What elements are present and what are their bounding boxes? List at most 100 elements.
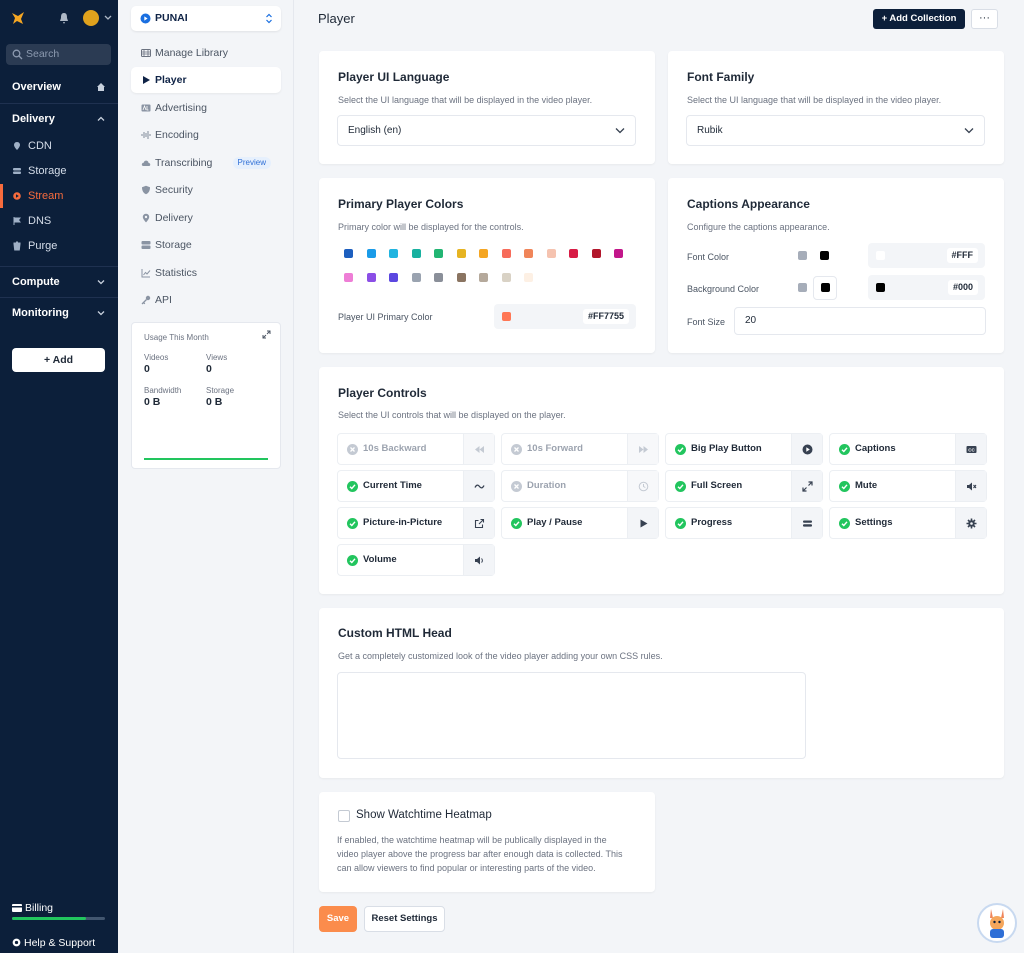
- color-swatch-r1-8[interactable]: [524, 249, 533, 258]
- control-toggle-volume[interactable]: Volume: [337, 544, 495, 576]
- color-swatch-r1-11[interactable]: [591, 249, 601, 258]
- color-swatch-r1-5[interactable]: [456, 249, 466, 258]
- color-swatch-r1-3[interactable]: [411, 249, 421, 258]
- ui-language-select[interactable]: English (en): [337, 115, 636, 146]
- more-options-button[interactable]: ···: [971, 9, 998, 29]
- font-family-value: Rubik: [697, 125, 723, 136]
- check-circle-icon: [347, 518, 358, 529]
- font-size-input[interactable]: 20: [734, 307, 986, 335]
- bell-icon[interactable]: [58, 12, 70, 25]
- control-toggle-10s-backward[interactable]: 10s Backward: [337, 433, 495, 465]
- billing-link[interactable]: Billing: [12, 902, 53, 914]
- control-toggle-big-play-button[interactable]: Big Play Button: [665, 433, 823, 465]
- side-manage-library[interactable]: Manage Library: [131, 40, 281, 66]
- color-swatch-r2-8[interactable]: [524, 273, 533, 282]
- color-swatch-r1-4[interactable]: [434, 249, 443, 258]
- chevron-up-icon: [97, 116, 105, 121]
- primary-color-input[interactable]: #FF7755: [494, 304, 636, 329]
- side-delivery[interactable]: Delivery: [131, 205, 281, 231]
- nav-compute[interactable]: Compute: [0, 266, 118, 296]
- control-toggle-10s-forward[interactable]: 10s Forward: [501, 433, 659, 465]
- color-swatch-r2-3[interactable]: [411, 273, 421, 282]
- control-toggle-picture-in-picture[interactable]: Picture-in-Picture: [337, 507, 495, 539]
- nav-cdn[interactable]: CDN: [0, 134, 118, 158]
- font-color-swatch-black[interactable]: [820, 251, 829, 260]
- color-swatch-r1-7[interactable]: [501, 249, 511, 258]
- color-swatch-r2-5[interactable]: [456, 273, 466, 282]
- control-toggle-progress[interactable]: Progress: [665, 507, 823, 539]
- side-api[interactable]: API: [131, 287, 281, 313]
- color-swatch-r1-6[interactable]: [479, 249, 488, 258]
- player-controls-card: Player Controls Select the UI controls t…: [319, 367, 1004, 594]
- font-color-input[interactable]: #FFF: [868, 243, 985, 268]
- help-support-link[interactable]: Help & Support: [12, 937, 95, 949]
- chart-icon: [141, 269, 151, 278]
- side-player[interactable]: Player: [131, 67, 281, 93]
- color-swatch-r1-9[interactable]: [546, 249, 556, 258]
- bg-color-swatch-selected[interactable]: [813, 276, 837, 300]
- search-input[interactable]: Search: [6, 44, 111, 65]
- add-button[interactable]: + Add: [12, 348, 105, 372]
- custom-html-textarea[interactable]: [337, 672, 806, 759]
- color-swatch-r1-0[interactable]: [344, 249, 353, 258]
- color-swatch-r2-4[interactable]: [434, 273, 443, 282]
- heatmap-checkbox[interactable]: [338, 810, 350, 822]
- color-swatch-r1-10[interactable]: [569, 249, 578, 258]
- support-mascot-button[interactable]: [977, 903, 1017, 943]
- bunny-logo-icon[interactable]: [10, 10, 26, 26]
- control-toggle-full-screen[interactable]: Full Screen: [665, 470, 823, 502]
- color-swatch-r1-12[interactable]: [614, 249, 623, 258]
- nav-stream[interactable]: Stream: [0, 184, 118, 208]
- control-toggle-current-time[interactable]: Current Time: [337, 470, 495, 502]
- nav-storage[interactable]: Storage: [0, 159, 118, 183]
- color-swatch-r2-1[interactable]: [366, 273, 376, 282]
- color-swatch-r1-2[interactable]: [389, 249, 398, 258]
- color-swatch-r2-7[interactable]: [501, 273, 511, 282]
- trash-icon: [13, 241, 21, 251]
- side-encoding[interactable]: Encoding: [131, 122, 281, 148]
- side-transcribing[interactable]: Transcribing Preview: [131, 150, 281, 176]
- x-circle-icon: [511, 444, 522, 455]
- nav-purge[interactable]: Purge: [0, 234, 118, 258]
- side-storage-label: Storage: [155, 239, 192, 251]
- side-statistics[interactable]: Statistics: [131, 260, 281, 286]
- side-advertising[interactable]: Advertising: [131, 95, 281, 121]
- preview-badge: Preview: [232, 157, 271, 169]
- control-toggle-play-pause[interactable]: Play / Pause: [501, 507, 659, 539]
- cc-icon: CC: [966, 446, 977, 453]
- color-swatch-r2-6[interactable]: [479, 273, 488, 282]
- control-toggle-captions[interactable]: Captions CC: [829, 433, 987, 465]
- control-label: Big Play Button: [691, 443, 762, 454]
- color-swatch-r1-1[interactable]: [366, 249, 376, 258]
- control-toggle-duration[interactable]: Duration: [501, 470, 659, 502]
- save-button[interactable]: Save: [319, 906, 357, 932]
- side-security[interactable]: Security: [131, 177, 281, 203]
- add-collection-button[interactable]: + Add Collection: [873, 9, 965, 29]
- reset-settings-button[interactable]: Reset Settings: [364, 906, 445, 932]
- gear-icon: [966, 518, 977, 529]
- primary-colors-desc: Primary color will be displayed for the …: [338, 222, 524, 232]
- nav-monitoring[interactable]: Monitoring: [0, 297, 118, 327]
- bg-color-input[interactable]: #000: [868, 275, 985, 300]
- chevron-down-icon[interactable]: [104, 12, 112, 22]
- nav-overview-label: Overview: [12, 81, 61, 93]
- nav-delivery[interactable]: Delivery: [0, 103, 118, 133]
- side-storage[interactable]: Storage: [131, 232, 281, 258]
- nav-compute-label: Compute: [12, 276, 60, 288]
- color-swatch-r2-0[interactable]: [344, 273, 353, 282]
- control-icon-box: [791, 471, 822, 501]
- nav-overview[interactable]: Overview: [0, 72, 118, 102]
- control-toggle-settings[interactable]: Settings: [829, 507, 987, 539]
- bg-color-swatch-gray[interactable]: [798, 283, 807, 292]
- color-swatch-r2-2[interactable]: [389, 273, 398, 282]
- control-icon-box: [627, 434, 658, 464]
- expand-icon[interactable]: [262, 330, 271, 339]
- control-toggle-mute[interactable]: Mute: [829, 470, 987, 502]
- font-color-swatch-gray[interactable]: [798, 251, 807, 260]
- font-family-select[interactable]: Rubik: [686, 115, 985, 146]
- bunny-mascot-icon: [990, 909, 1004, 938]
- library-selector[interactable]: PUNAI: [131, 6, 281, 31]
- user-avatar[interactable]: [83, 10, 99, 26]
- nav-dns[interactable]: DNS: [0, 209, 118, 233]
- control-label: Full Screen: [691, 480, 743, 491]
